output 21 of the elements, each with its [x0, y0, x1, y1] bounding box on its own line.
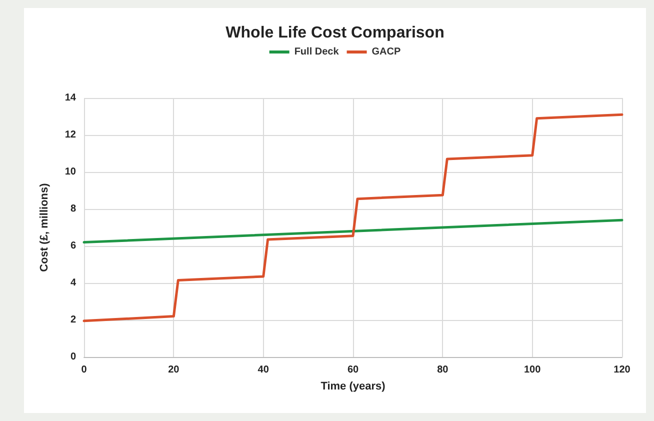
- x-tick-label: 0: [81, 364, 88, 376]
- y-tick-label: 4: [70, 278, 76, 288]
- x-tick-label: 100: [524, 364, 542, 376]
- y-tick-label: 0: [70, 352, 76, 362]
- line-series: [82, 113, 624, 322]
- x-tick-label: 120: [614, 364, 631, 376]
- y-tick-label: 2: [70, 314, 76, 326]
- y-tick-label: 12: [64, 130, 76, 140]
- x-tick-label: 80: [437, 364, 449, 376]
- x-tick-label: 40: [258, 364, 270, 376]
- y-tick-label: 6: [70, 240, 76, 252]
- x-axis-title: Time (years): [320, 380, 386, 392]
- y-axis-title: Cost (£, millions): [38, 182, 50, 272]
- chart-title: Whole Life Cost Comparison: [226, 24, 444, 42]
- x-tick-label: 20: [168, 364, 180, 376]
- legend-label: GACP: [372, 46, 402, 58]
- y-tick-label: 10: [64, 166, 76, 178]
- y-tick-label: 14: [64, 92, 76, 104]
- legend-label: Full Deck: [294, 46, 340, 58]
- y-tick-label: 8: [70, 204, 76, 214]
- x-tick-label: 60: [347, 364, 359, 376]
